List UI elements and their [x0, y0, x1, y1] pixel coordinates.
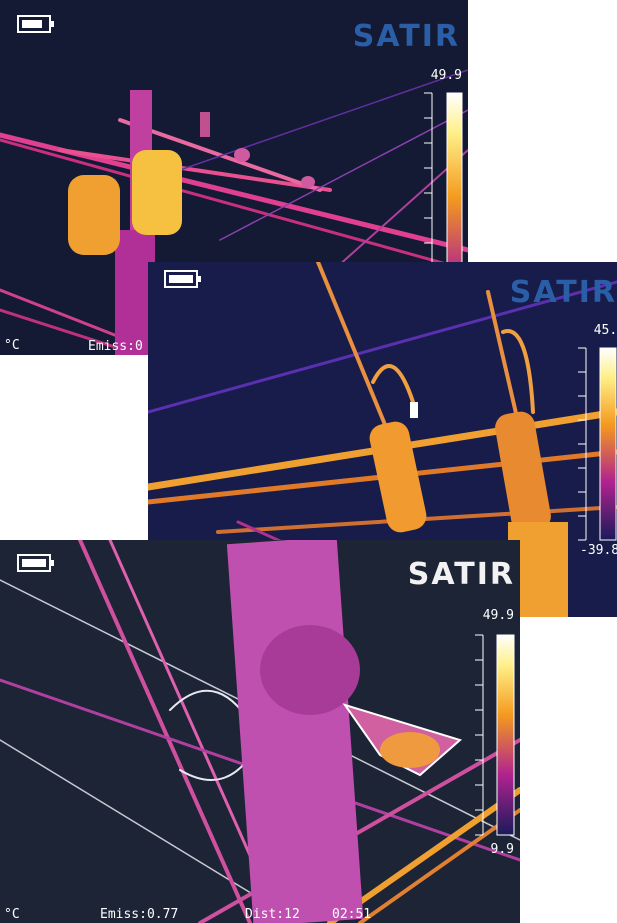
logo: SATIR: [510, 275, 617, 310]
scale-max: 49.9: [431, 68, 462, 83]
overlay: SATIR 45.3 -39.8: [164, 270, 617, 558]
scale-ticks: [475, 634, 484, 836]
emissivity: Emiss:0: [88, 339, 143, 354]
thermal-image: [0, 540, 520, 923]
thermal-screen: SATIR 49.9 9.9 °C Emiss:0.77 Dist:12 02:…: [0, 540, 520, 923]
battery-level: [169, 275, 193, 283]
battery-tip: [50, 560, 54, 566]
unit: °C: [4, 338, 20, 353]
unit: °C: [4, 907, 20, 922]
time: 02:51: [332, 907, 371, 922]
battery-level: [22, 559, 46, 567]
battery-tip: [197, 276, 201, 282]
color-scale: [496, 634, 515, 836]
scale-min: 9.9: [491, 842, 514, 857]
scale-ticks: [578, 347, 587, 541]
emissivity: Emiss:0.77: [100, 907, 178, 922]
overlay: SATIR 49.9 9.9 °C Emiss:0.77 Dist:12 02:…: [4, 554, 515, 922]
scale-min: -39.8: [580, 543, 617, 558]
scale-max: 49.9: [483, 608, 514, 623]
color-scale: [599, 347, 617, 541]
battery-level: [22, 20, 42, 28]
distance: Dist:12: [245, 907, 300, 922]
scale-max: 45.3: [594, 323, 617, 338]
logo: SATIR: [353, 19, 460, 54]
logo: SATIR: [408, 557, 515, 592]
battery-tip: [50, 21, 54, 27]
